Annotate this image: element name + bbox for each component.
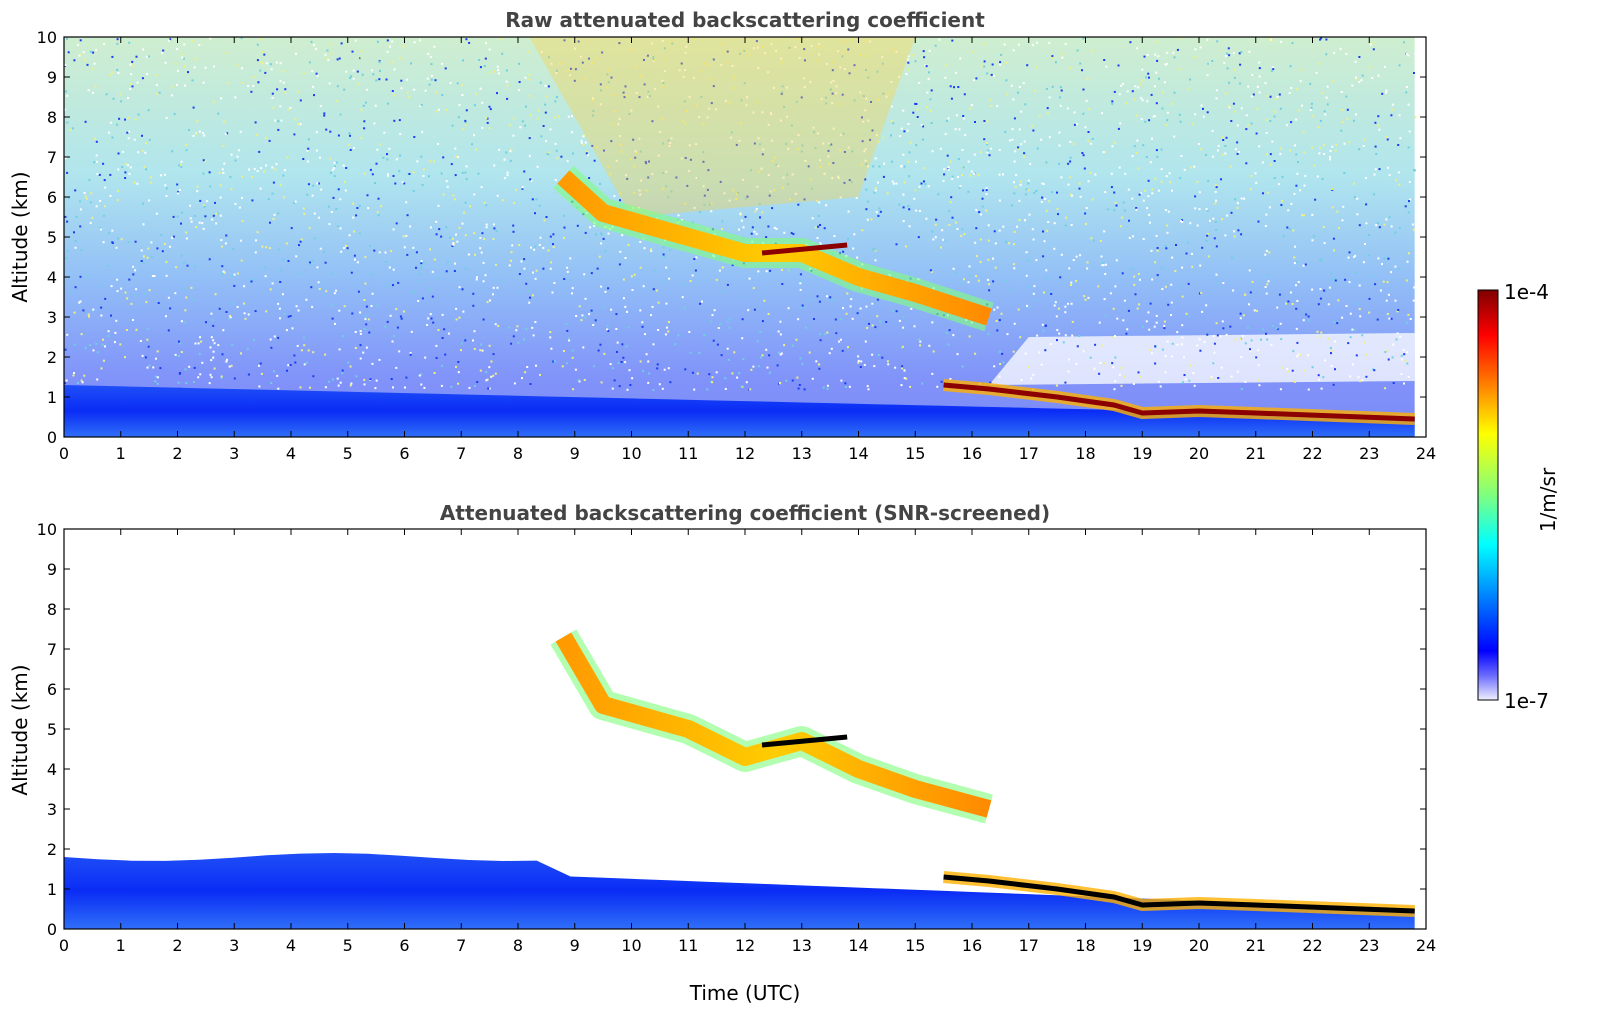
y-tick-label: 8 bbox=[47, 600, 57, 619]
colorbar-gradient bbox=[1477, 289, 1499, 701]
x-tick-label: 19 bbox=[1132, 444, 1152, 463]
x-tick-label: 17 bbox=[1019, 444, 1039, 463]
y-tick-label: 4 bbox=[47, 268, 57, 287]
boundary-layer bbox=[64, 385, 1415, 437]
y-tick-label: 1 bbox=[47, 880, 57, 899]
y-tick-label: 0 bbox=[47, 428, 57, 447]
x-tick-label: 22 bbox=[1302, 936, 1322, 955]
y-tick-label: 6 bbox=[47, 188, 57, 207]
x-tick-label: 10 bbox=[621, 936, 641, 955]
x-tick-label: 10 bbox=[621, 444, 641, 463]
aerosol-layer-top bbox=[943, 382, 1415, 422]
raw-heatmap-area bbox=[63, 36, 1427, 438]
x-tick-label: 24 bbox=[1416, 936, 1436, 955]
x-tick-label: 3 bbox=[229, 936, 239, 955]
y-tick-label: 1 bbox=[47, 388, 57, 407]
x-tick-label: 18 bbox=[1075, 936, 1095, 955]
snr-screened-panel: Attenuated backscattering coefficient (S… bbox=[8, 501, 1436, 1005]
y-tick-label: 5 bbox=[47, 228, 57, 247]
y-tick-label: 10 bbox=[37, 28, 57, 47]
boundary-layer bbox=[64, 853, 1415, 929]
x-tick-label: 0 bbox=[59, 936, 69, 955]
panel-title: Raw attenuated backscattering coefficien… bbox=[505, 8, 985, 32]
y-tick-label: 2 bbox=[47, 348, 57, 367]
colorbar-max-label: 1e-4 bbox=[1504, 280, 1549, 304]
y-axis-label: Altitude (km) bbox=[8, 171, 32, 302]
x-tick-label: 2 bbox=[172, 444, 182, 463]
x-tick-label: 13 bbox=[792, 444, 812, 463]
x-tick-label: 16 bbox=[962, 936, 982, 955]
x-tick-label: 1 bbox=[116, 444, 126, 463]
x-tick-label: 19 bbox=[1132, 936, 1152, 955]
x-tick-label: 5 bbox=[343, 936, 353, 955]
y-tick-label: 7 bbox=[47, 640, 57, 659]
raw-axis-ticks: 0 1 2 3 4 5 6 7 8 9 10 11 12 13 14 15 16 17 18 19 20 21 22 23 24… bbox=[37, 28, 1437, 463]
x-tick-label: 2 bbox=[172, 936, 182, 955]
y-tick-label: 10 bbox=[37, 520, 57, 539]
y-tick-label: 6 bbox=[47, 680, 57, 699]
x-tick-label: 14 bbox=[848, 444, 868, 463]
x-tick-label: 8 bbox=[513, 444, 523, 463]
high-noise-region bbox=[529, 37, 916, 217]
y-tick-label: 9 bbox=[47, 68, 57, 87]
x-tick-label: 23 bbox=[1359, 444, 1379, 463]
cloud-core bbox=[761, 242, 848, 256]
x-tick-label: 23 bbox=[1359, 936, 1379, 955]
x-tick-label: 22 bbox=[1302, 444, 1322, 463]
x-tick-label: 21 bbox=[1246, 444, 1266, 463]
x-tick-label: 6 bbox=[399, 444, 409, 463]
x-tick-label: 13 bbox=[792, 936, 812, 955]
x-tick-label: 16 bbox=[962, 444, 982, 463]
x-tick-label: 17 bbox=[1019, 936, 1039, 955]
x-tick-label: 9 bbox=[570, 444, 580, 463]
x-tick-label: 15 bbox=[905, 936, 925, 955]
x-axis-label: Time (UTC) bbox=[689, 981, 801, 1005]
y-tick-label: 2 bbox=[47, 840, 57, 859]
x-tick-label: 20 bbox=[1189, 936, 1209, 955]
cloud-layer bbox=[555, 632, 992, 818]
x-tick-label: 8 bbox=[513, 936, 523, 955]
y-tick-label: 8 bbox=[47, 108, 57, 127]
y-tick-label: 9 bbox=[47, 560, 57, 579]
colorbar: 1e-4 1e-7 1/m/sr bbox=[1477, 280, 1560, 713]
y-tick-label: 5 bbox=[47, 720, 57, 739]
cloud-core bbox=[761, 734, 848, 748]
y-tick-label: 4 bbox=[47, 760, 57, 779]
panel-title: Attenuated backscattering coefficient (S… bbox=[440, 501, 1050, 525]
x-tick-label: 4 bbox=[286, 444, 296, 463]
x-tick-label: 18 bbox=[1075, 444, 1095, 463]
raw-backscatter-panel: Raw attenuated backscattering coefficien… bbox=[8, 8, 1436, 463]
x-tick-label: 9 bbox=[570, 936, 580, 955]
x-tick-label: 0 bbox=[59, 444, 69, 463]
x-tick-label: 14 bbox=[848, 936, 868, 955]
x-tick-label: 20 bbox=[1189, 444, 1209, 463]
x-tick-label: 7 bbox=[456, 444, 466, 463]
y-tick-label: 7 bbox=[47, 148, 57, 167]
x-tick-label: 6 bbox=[399, 936, 409, 955]
x-tick-label: 12 bbox=[735, 444, 755, 463]
x-tick-label: 5 bbox=[343, 444, 353, 463]
y-tick-label: 0 bbox=[47, 920, 57, 939]
x-tick-label: 7 bbox=[456, 936, 466, 955]
x-tick-label: 12 bbox=[735, 936, 755, 955]
y-tick-label: 3 bbox=[47, 308, 57, 327]
x-tick-label: 3 bbox=[229, 444, 239, 463]
clear-sky-region bbox=[989, 333, 1415, 385]
x-tick-label: 11 bbox=[678, 936, 698, 955]
x-tick-label: 21 bbox=[1246, 936, 1266, 955]
snr-axis-ticks: 0 1 2 3 4 5 6 7 8 9 10 11 12 13 14 15 16 17 18 19 20 21 22 23 24… bbox=[37, 520, 1437, 955]
x-tick-label: 11 bbox=[678, 444, 698, 463]
snr-heatmap-area bbox=[63, 528, 1427, 930]
y-axis-label: Altitude (km) bbox=[8, 664, 32, 795]
x-tick-label: 15 bbox=[905, 444, 925, 463]
y-tick-label: 3 bbox=[47, 800, 57, 819]
colorbar-unit-label: 1/m/sr bbox=[1536, 467, 1560, 532]
x-tick-label: 1 bbox=[116, 936, 126, 955]
colorbar-min-label: 1e-7 bbox=[1504, 689, 1549, 713]
x-tick-label: 24 bbox=[1416, 444, 1436, 463]
x-tick-label: 4 bbox=[286, 936, 296, 955]
aerosol-layer-top bbox=[943, 874, 1415, 914]
